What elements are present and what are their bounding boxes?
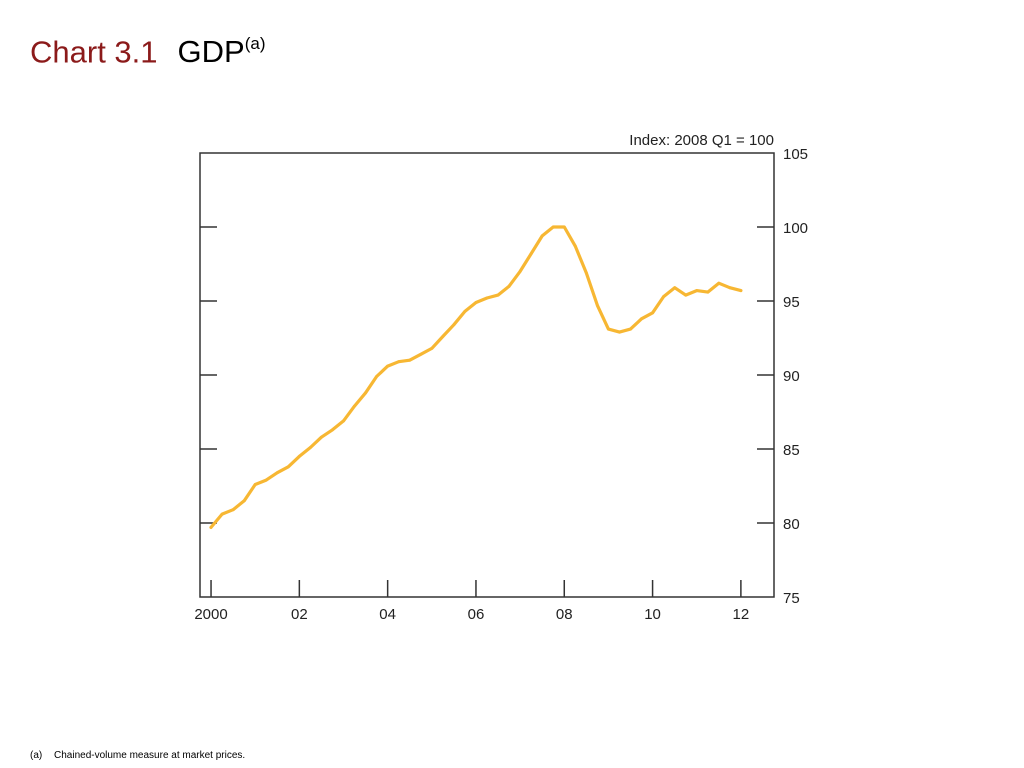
gdp-data-point <box>540 234 544 238</box>
gdp-data-point <box>662 295 665 298</box>
gdp-data-point <box>717 281 721 285</box>
gdp-data-point <box>562 225 566 229</box>
gdp-data-point <box>496 293 500 297</box>
gdp-data-point <box>320 435 323 439</box>
gdp-data-point <box>452 323 456 327</box>
y-tick-label: 80 <box>783 516 800 533</box>
series-layer <box>209 225 743 530</box>
gdp-data-point <box>231 508 235 512</box>
gdp-data-point <box>684 293 688 297</box>
gdp-data-point <box>220 512 224 516</box>
gdp-data-point <box>629 327 632 331</box>
gdp-data-point <box>573 244 577 248</box>
footnote-marker: (a) <box>30 750 43 761</box>
x-axis: 2000 02 04 06 08 10 12 <box>194 580 749 623</box>
gdp-data-point <box>375 375 378 378</box>
gdp-data-point <box>584 271 588 275</box>
y-tick-label: 95 <box>783 294 800 311</box>
gdp-data-point <box>242 499 246 503</box>
gdp-data-point <box>485 296 489 300</box>
x-tick-label: 2000 <box>194 606 227 623</box>
gdp-data-point <box>364 391 367 395</box>
chart-number: Chart 3.1 <box>30 34 158 70</box>
gdp-data-point <box>397 360 401 364</box>
gdp-data-point <box>673 286 677 290</box>
gdp-data-point <box>342 419 345 423</box>
gdp-data-point <box>596 304 599 307</box>
gdp-series-line <box>209 225 743 530</box>
y-tick-label: 105 <box>783 146 808 163</box>
gdp-data-point <box>463 310 467 313</box>
gdp-data-point <box>551 225 555 229</box>
footnote-text: Chained-volume measure at market prices. <box>54 750 246 761</box>
x-tick-label: 06 <box>468 606 485 623</box>
gdp-data-point <box>441 335 445 338</box>
chart-footnote-ref: (a) <box>244 34 266 53</box>
gdp-data-point <box>618 330 621 334</box>
gdp-data-point <box>275 471 279 475</box>
chart-name-text: GDP <box>177 34 245 70</box>
gdp-data-point <box>518 270 522 273</box>
gdp-data-point <box>209 526 213 529</box>
gdp-data-point <box>297 455 301 458</box>
x-tick-label: 10 <box>644 606 661 623</box>
gdp-data-point <box>651 311 654 315</box>
x-tick-label: 02 <box>291 606 308 623</box>
x-tick-label: 08 <box>556 606 573 623</box>
x-tick-label: 12 <box>733 606 750 623</box>
gdp-data-point <box>474 301 478 304</box>
gdp-data-point <box>386 364 390 368</box>
gdp-data-point <box>739 289 743 292</box>
plot-frame <box>199 152 775 598</box>
y-tick-label: 100 <box>783 220 808 237</box>
gdp-data-point <box>607 327 610 331</box>
gdp-data-point <box>728 286 732 290</box>
gdp-data-point <box>286 465 290 469</box>
gdp-data-point <box>264 478 268 482</box>
y-axis: 75 80 85 90 95 100 105 <box>200 146 808 607</box>
y-tick-label: 90 <box>783 368 800 385</box>
gdp-data-point <box>529 252 533 256</box>
x-tick-label: 04 <box>379 606 396 623</box>
chart-name: GDP(a) <box>178 34 266 69</box>
y-tick-label: 85 <box>783 442 800 459</box>
gdp-data-point <box>430 347 434 350</box>
gdp-data-point <box>253 483 257 486</box>
gdp-data-point <box>331 428 334 432</box>
gdp-data-point <box>408 358 412 362</box>
y-tick-label: 75 <box>783 590 800 607</box>
gdp-data-point <box>706 290 710 294</box>
y-axis-unit-label: Index: 2008 Q1 = 100 <box>629 132 774 149</box>
gdp-data-point <box>640 317 643 321</box>
gdp-data-point <box>419 352 423 356</box>
gdp-data-point <box>695 289 699 292</box>
gdp-data-point <box>353 404 356 408</box>
gdp-data-point <box>507 284 511 288</box>
gdp-data-point <box>309 446 312 449</box>
slide-title: Chart 3.1 GDP(a) <box>30 26 265 72</box>
footnote: (a) Chained-volume measure at market pric… <box>30 750 245 761</box>
